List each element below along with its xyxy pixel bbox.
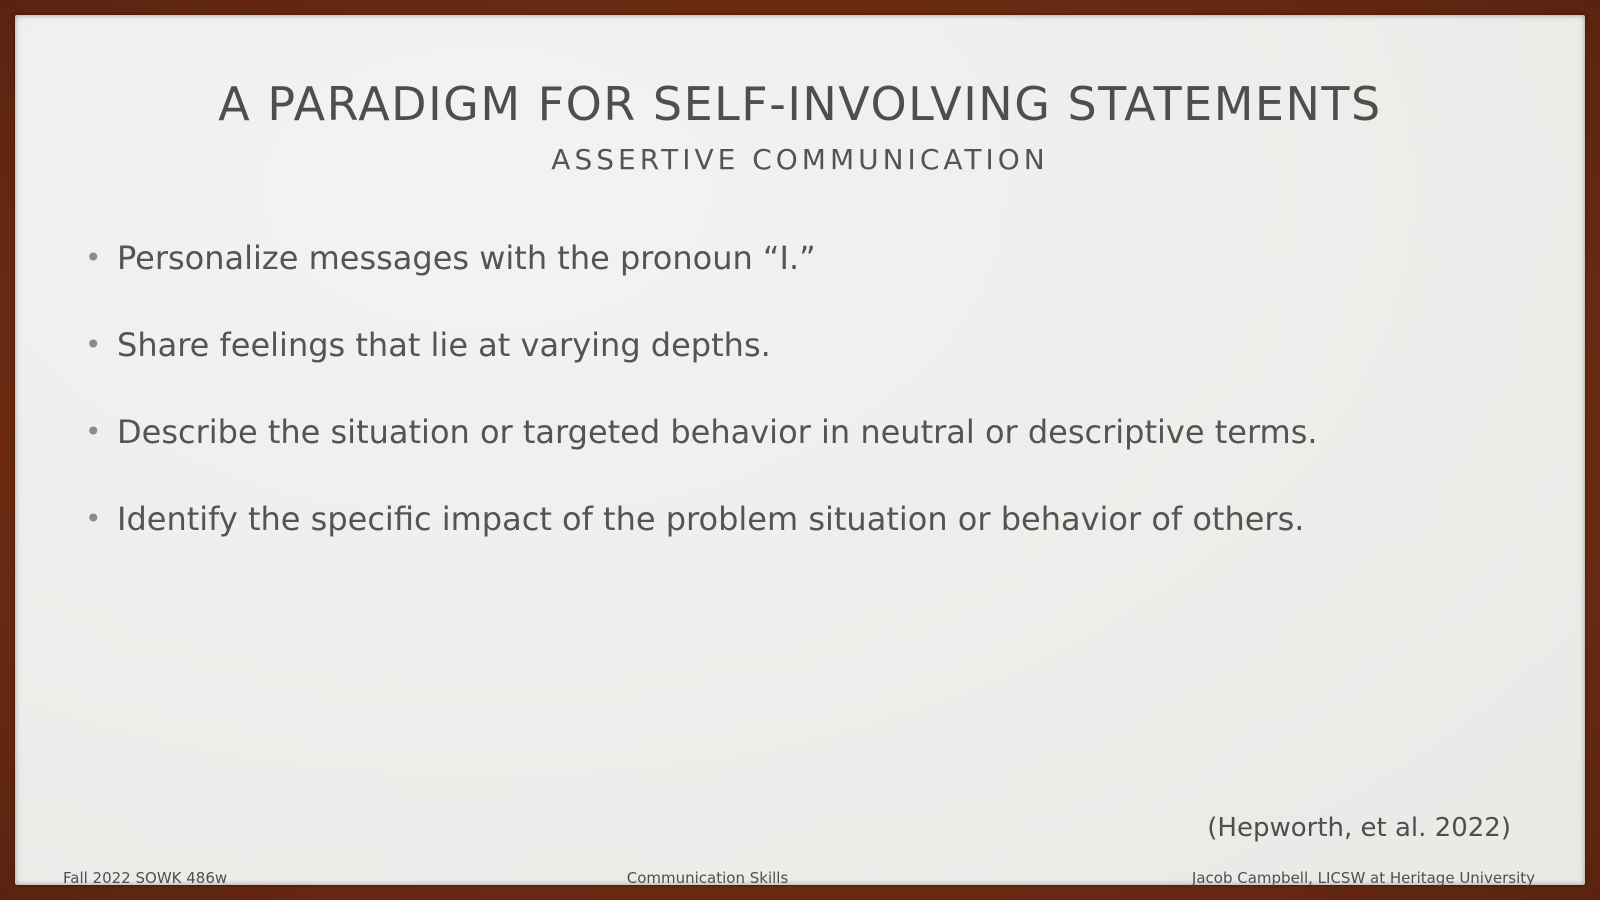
- footer-topic: Communication Skills: [626, 869, 789, 887]
- bullet-item: • Describe the situation or targeted beh…: [85, 411, 1505, 498]
- bullet-list: • Personalize messages with the pronoun …: [85, 237, 1505, 585]
- footer-author: Jacob Campbell, LICSW at Heritage Univer…: [1191, 869, 1535, 887]
- bullet-icon: •: [85, 502, 102, 535]
- bullet-item: • Identify the specific impact of the pr…: [85, 498, 1505, 585]
- bullet-icon: •: [85, 415, 102, 448]
- slide-subtitle: ASSERTIVE COMMUNICATION: [551, 143, 1049, 176]
- bullet-text: Personalize messages with the pronoun “I…: [117, 239, 816, 277]
- bullet-item: • Personalize messages with the pronoun …: [85, 237, 1505, 324]
- citation: (Hepworth, et al. 2022): [1207, 813, 1511, 843]
- bullet-icon: •: [85, 328, 102, 361]
- bullet-icon: •: [85, 241, 102, 274]
- bullet-item: • Share feelings that lie at varying dep…: [85, 324, 1505, 411]
- footer-course: Fall 2022 SOWK 486w: [63, 869, 228, 887]
- bullet-text: Describe the situation or targeted behav…: [117, 413, 1318, 451]
- slide-canvas: A PARADIGM FOR SELF-INVOLVING STATEMENTS…: [15, 15, 1585, 887]
- bullet-text: Share feelings that lie at varying depth…: [117, 326, 771, 364]
- bullet-text: Identify the specific impact of the prob…: [117, 500, 1305, 538]
- slide-title: A PARADIGM FOR SELF-INVOLVING STATEMENTS: [218, 77, 1382, 131]
